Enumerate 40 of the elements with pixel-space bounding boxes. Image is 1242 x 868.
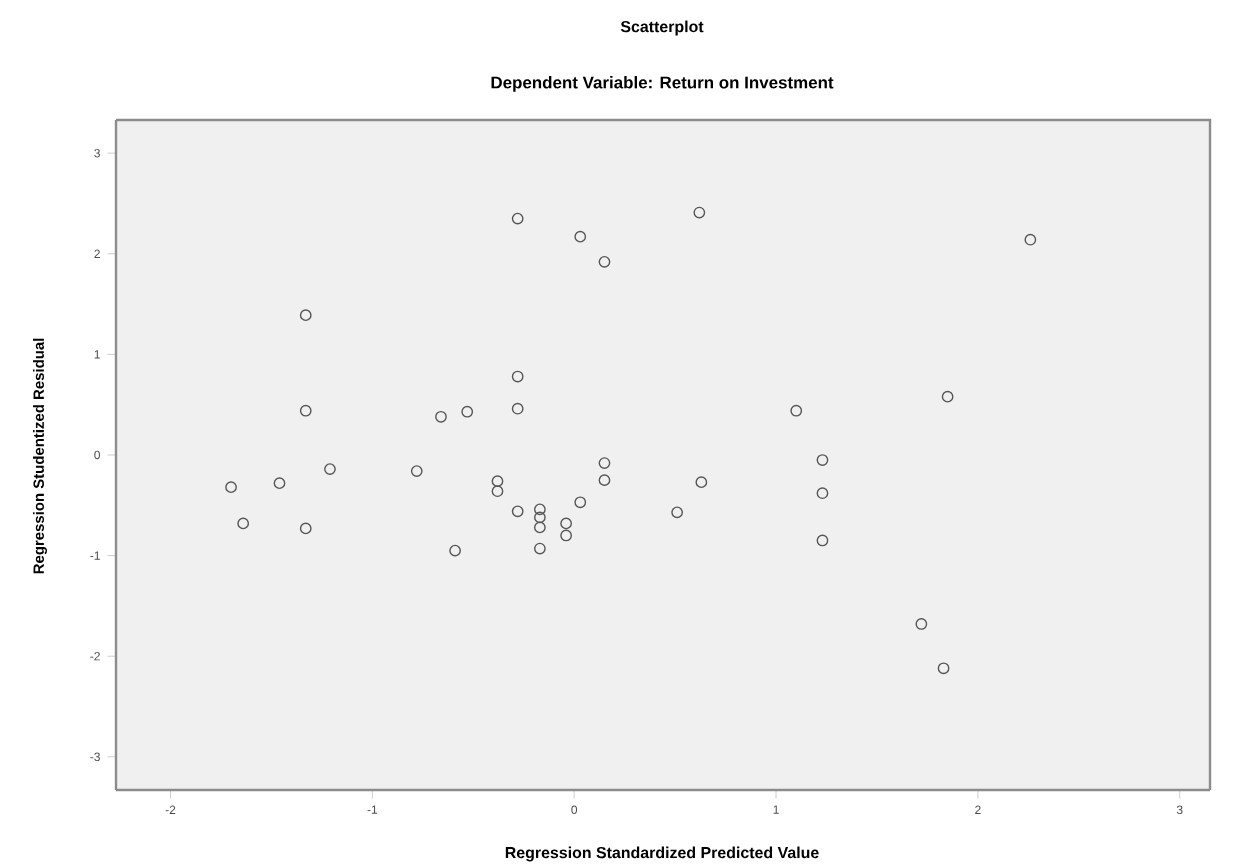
point [534,521,546,534]
point [534,542,546,555]
point [695,476,708,488]
point [461,405,474,418]
point [410,465,423,477]
point [511,370,524,383]
point [693,206,706,219]
point [511,212,524,225]
point [790,404,803,417]
point [511,402,524,415]
point [915,618,928,630]
point [816,454,829,466]
point [598,474,611,486]
point [560,529,572,542]
point [237,517,250,530]
point [324,463,336,475]
point [1024,233,1037,246]
point [560,517,572,530]
point [299,404,312,417]
point [574,496,587,509]
point [534,511,546,524]
point [816,534,829,547]
chart-subtitle: Dependent Variable: Return on Investment [491,76,834,92]
point [491,475,504,487]
point [598,255,611,268]
point [511,505,524,518]
point [299,522,312,535]
point [435,410,447,423]
point [225,481,237,494]
point [671,506,684,519]
point [941,390,954,403]
point [534,503,546,516]
point [574,230,587,243]
point [273,477,286,490]
point [816,487,829,500]
point [598,457,611,469]
point [449,544,461,557]
point [491,485,504,498]
point [937,662,950,675]
point [299,309,312,321]
